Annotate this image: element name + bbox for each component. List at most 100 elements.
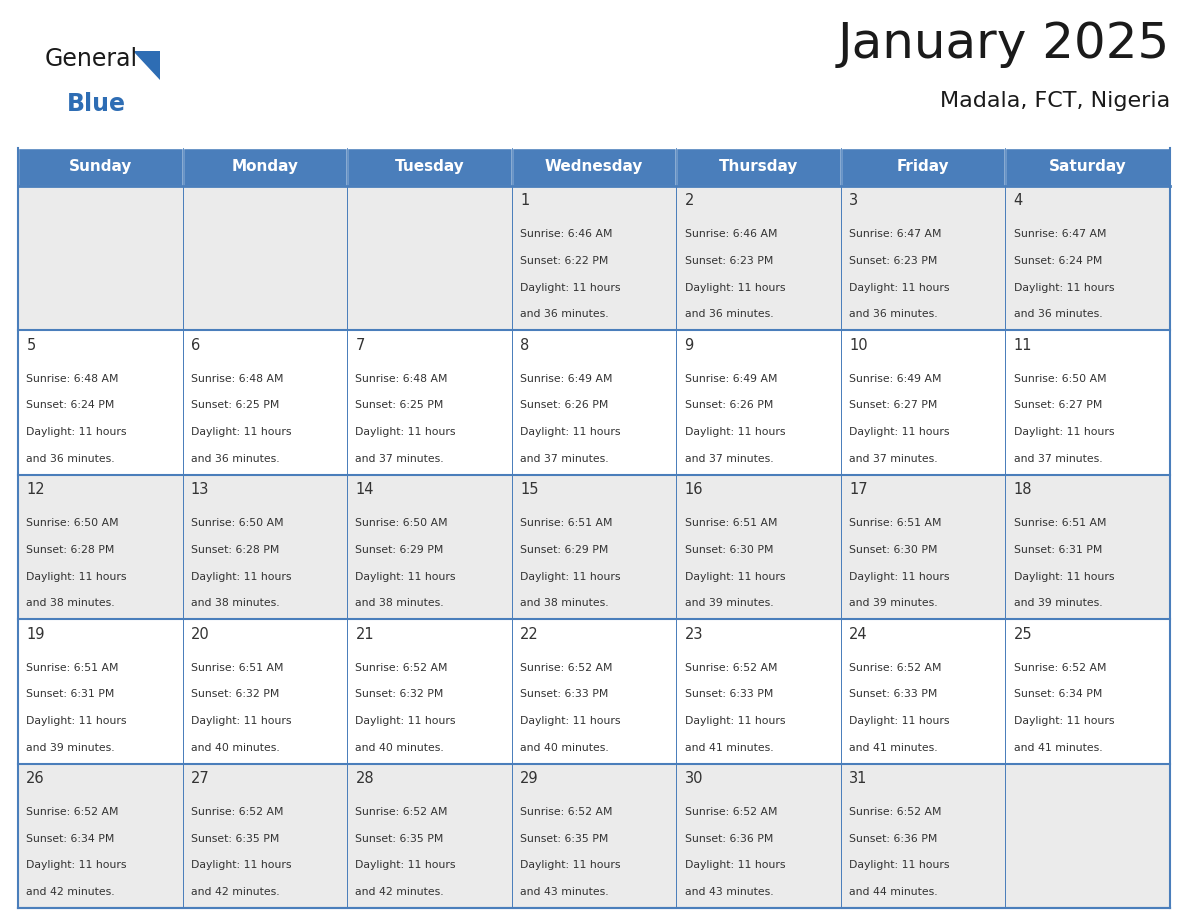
Text: Sunrise: 6:51 AM: Sunrise: 6:51 AM bbox=[849, 518, 942, 528]
Text: Sunset: 6:34 PM: Sunset: 6:34 PM bbox=[26, 834, 115, 844]
Text: Daylight: 11 hours: Daylight: 11 hours bbox=[520, 716, 620, 726]
Text: Sunrise: 6:51 AM: Sunrise: 6:51 AM bbox=[26, 663, 119, 673]
Text: and 42 minutes.: and 42 minutes. bbox=[26, 887, 115, 897]
Text: Daylight: 11 hours: Daylight: 11 hours bbox=[355, 572, 456, 581]
Text: Daylight: 11 hours: Daylight: 11 hours bbox=[1013, 716, 1114, 726]
Text: Sunset: 6:35 PM: Sunset: 6:35 PM bbox=[191, 834, 279, 844]
Text: Sunrise: 6:52 AM: Sunrise: 6:52 AM bbox=[355, 807, 448, 817]
Text: Sunset: 6:28 PM: Sunset: 6:28 PM bbox=[191, 545, 279, 554]
Text: Sunset: 6:31 PM: Sunset: 6:31 PM bbox=[26, 689, 115, 700]
Text: and 38 minutes.: and 38 minutes. bbox=[26, 599, 115, 609]
Text: 11: 11 bbox=[1013, 338, 1032, 353]
Text: and 42 minutes.: and 42 minutes. bbox=[355, 887, 444, 897]
Text: Daylight: 11 hours: Daylight: 11 hours bbox=[684, 283, 785, 293]
Text: Daylight: 11 hours: Daylight: 11 hours bbox=[1013, 283, 1114, 293]
Text: Monday: Monday bbox=[232, 160, 298, 174]
Text: Sunset: 6:34 PM: Sunset: 6:34 PM bbox=[1013, 689, 1102, 700]
Text: Daylight: 11 hours: Daylight: 11 hours bbox=[1013, 572, 1114, 581]
Text: 13: 13 bbox=[191, 482, 209, 498]
Text: January 2025: January 2025 bbox=[838, 19, 1170, 68]
Text: Daylight: 11 hours: Daylight: 11 hours bbox=[520, 860, 620, 870]
Text: Daylight: 11 hours: Daylight: 11 hours bbox=[684, 427, 785, 437]
Text: Sunset: 6:32 PM: Sunset: 6:32 PM bbox=[355, 689, 444, 700]
Text: and 36 minutes.: and 36 minutes. bbox=[849, 309, 937, 319]
Text: Daylight: 11 hours: Daylight: 11 hours bbox=[684, 716, 785, 726]
Text: and 40 minutes.: and 40 minutes. bbox=[191, 743, 279, 753]
Text: Daylight: 11 hours: Daylight: 11 hours bbox=[849, 572, 949, 581]
Text: Sunrise: 6:50 AM: Sunrise: 6:50 AM bbox=[355, 518, 448, 528]
Text: Sunset: 6:35 PM: Sunset: 6:35 PM bbox=[520, 834, 608, 844]
Text: Daylight: 11 hours: Daylight: 11 hours bbox=[355, 716, 456, 726]
Text: 7: 7 bbox=[355, 338, 365, 353]
Text: and 37 minutes.: and 37 minutes. bbox=[355, 453, 444, 464]
Text: Sunrise: 6:52 AM: Sunrise: 6:52 AM bbox=[684, 807, 777, 817]
Text: Sunset: 6:29 PM: Sunset: 6:29 PM bbox=[355, 545, 444, 554]
Text: Sunset: 6:36 PM: Sunset: 6:36 PM bbox=[849, 834, 937, 844]
Text: Sunrise: 6:48 AM: Sunrise: 6:48 AM bbox=[26, 374, 119, 384]
Text: 20: 20 bbox=[191, 627, 209, 642]
Text: and 39 minutes.: and 39 minutes. bbox=[26, 743, 115, 753]
Text: Sunset: 6:25 PM: Sunset: 6:25 PM bbox=[355, 400, 444, 410]
Text: and 40 minutes.: and 40 minutes. bbox=[520, 743, 608, 753]
Text: Sunrise: 6:46 AM: Sunrise: 6:46 AM bbox=[684, 230, 777, 240]
Text: 25: 25 bbox=[1013, 627, 1032, 642]
Text: Sunset: 6:30 PM: Sunset: 6:30 PM bbox=[684, 545, 773, 554]
Text: 31: 31 bbox=[849, 771, 867, 786]
Text: Sunrise: 6:47 AM: Sunrise: 6:47 AM bbox=[849, 230, 942, 240]
Text: 14: 14 bbox=[355, 482, 374, 498]
Text: Daylight: 11 hours: Daylight: 11 hours bbox=[849, 283, 949, 293]
Text: Sunset: 6:30 PM: Sunset: 6:30 PM bbox=[849, 545, 937, 554]
Text: Sunset: 6:25 PM: Sunset: 6:25 PM bbox=[191, 400, 279, 410]
Text: Sunday: Sunday bbox=[69, 160, 132, 174]
Text: Daylight: 11 hours: Daylight: 11 hours bbox=[355, 427, 456, 437]
Text: Daylight: 11 hours: Daylight: 11 hours bbox=[849, 427, 949, 437]
Text: Sunrise: 6:52 AM: Sunrise: 6:52 AM bbox=[26, 807, 119, 817]
Text: and 39 minutes.: and 39 minutes. bbox=[684, 599, 773, 609]
Text: 23: 23 bbox=[684, 627, 703, 642]
Text: 21: 21 bbox=[355, 627, 374, 642]
Text: Daylight: 11 hours: Daylight: 11 hours bbox=[520, 283, 620, 293]
Text: Sunset: 6:27 PM: Sunset: 6:27 PM bbox=[1013, 400, 1102, 410]
Text: and 43 minutes.: and 43 minutes. bbox=[520, 887, 608, 897]
Text: Blue: Blue bbox=[67, 92, 126, 116]
Text: Sunrise: 6:52 AM: Sunrise: 6:52 AM bbox=[355, 663, 448, 673]
Text: and 39 minutes.: and 39 minutes. bbox=[1013, 599, 1102, 609]
Text: Sunset: 6:24 PM: Sunset: 6:24 PM bbox=[26, 400, 115, 410]
Text: Sunrise: 6:51 AM: Sunrise: 6:51 AM bbox=[520, 518, 613, 528]
Text: Sunrise: 6:49 AM: Sunrise: 6:49 AM bbox=[849, 374, 942, 384]
Text: and 37 minutes.: and 37 minutes. bbox=[684, 453, 773, 464]
Text: 1: 1 bbox=[520, 194, 530, 208]
Text: Sunrise: 6:48 AM: Sunrise: 6:48 AM bbox=[355, 374, 448, 384]
Text: Sunrise: 6:49 AM: Sunrise: 6:49 AM bbox=[520, 374, 613, 384]
Text: 22: 22 bbox=[520, 627, 539, 642]
Text: Sunrise: 6:51 AM: Sunrise: 6:51 AM bbox=[1013, 518, 1106, 528]
Text: 18: 18 bbox=[1013, 482, 1032, 498]
Text: Sunrise: 6:50 AM: Sunrise: 6:50 AM bbox=[26, 518, 119, 528]
Text: Sunset: 6:31 PM: Sunset: 6:31 PM bbox=[1013, 545, 1102, 554]
Text: and 38 minutes.: and 38 minutes. bbox=[520, 599, 608, 609]
Text: and 41 minutes.: and 41 minutes. bbox=[1013, 743, 1102, 753]
Text: Sunset: 6:28 PM: Sunset: 6:28 PM bbox=[26, 545, 115, 554]
Text: 24: 24 bbox=[849, 627, 867, 642]
Text: 10: 10 bbox=[849, 338, 867, 353]
Text: Sunrise: 6:50 AM: Sunrise: 6:50 AM bbox=[1013, 374, 1106, 384]
Text: Daylight: 11 hours: Daylight: 11 hours bbox=[520, 572, 620, 581]
Text: and 44 minutes.: and 44 minutes. bbox=[849, 887, 937, 897]
Text: and 36 minutes.: and 36 minutes. bbox=[684, 309, 773, 319]
Text: Sunrise: 6:49 AM: Sunrise: 6:49 AM bbox=[684, 374, 777, 384]
Text: Sunset: 6:26 PM: Sunset: 6:26 PM bbox=[520, 400, 608, 410]
Text: Wednesday: Wednesday bbox=[545, 160, 643, 174]
Text: Sunrise: 6:52 AM: Sunrise: 6:52 AM bbox=[684, 663, 777, 673]
Text: and 36 minutes.: and 36 minutes. bbox=[26, 453, 115, 464]
Text: Daylight: 11 hours: Daylight: 11 hours bbox=[26, 572, 127, 581]
Text: 3: 3 bbox=[849, 194, 858, 208]
Text: 8: 8 bbox=[520, 338, 530, 353]
Text: Sunset: 6:29 PM: Sunset: 6:29 PM bbox=[520, 545, 608, 554]
Text: and 36 minutes.: and 36 minutes. bbox=[520, 309, 608, 319]
Text: 12: 12 bbox=[26, 482, 45, 498]
Text: Sunrise: 6:48 AM: Sunrise: 6:48 AM bbox=[191, 374, 284, 384]
Text: and 38 minutes.: and 38 minutes. bbox=[191, 599, 279, 609]
Text: Sunset: 6:23 PM: Sunset: 6:23 PM bbox=[684, 256, 773, 266]
Text: and 36 minutes.: and 36 minutes. bbox=[191, 453, 279, 464]
Text: Sunset: 6:32 PM: Sunset: 6:32 PM bbox=[191, 689, 279, 700]
